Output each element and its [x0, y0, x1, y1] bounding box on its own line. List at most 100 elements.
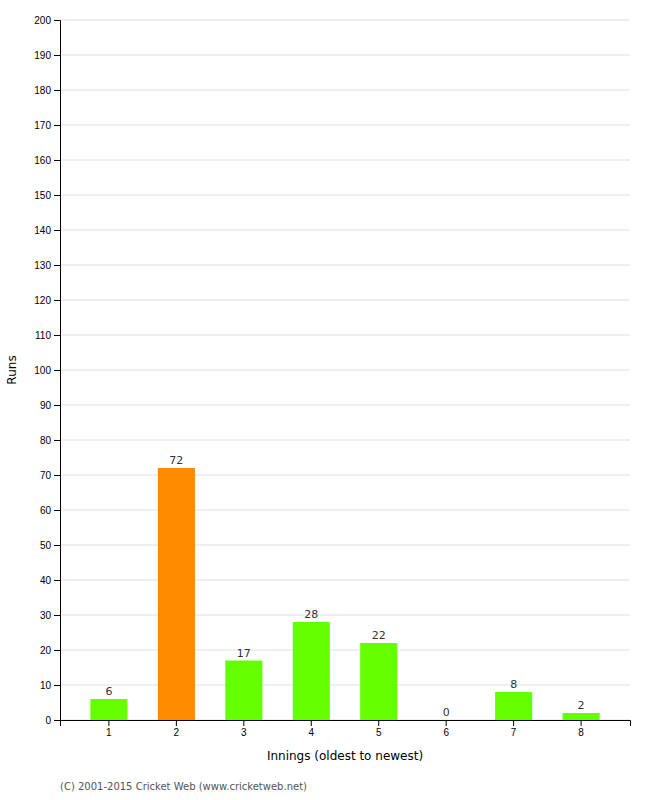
y-tick: 160: [34, 155, 60, 166]
y-tick-mark: [54, 300, 60, 301]
y-tick-label: 90: [40, 400, 52, 411]
x-tick-mark: [311, 720, 312, 726]
y-tick-mark: [54, 125, 60, 126]
y-tick: 110: [35, 330, 60, 341]
x-tick-mark: [378, 720, 379, 726]
y-tick-label: 20: [40, 645, 52, 656]
bar: [428, 720, 465, 721]
y-tick-mark: [54, 230, 60, 231]
y-tick: 90: [40, 400, 60, 411]
grid-line: [60, 90, 630, 91]
y-tick-mark: [54, 370, 60, 371]
x-tick-label: 2: [174, 727, 180, 738]
y-tick: 200: [34, 15, 60, 26]
grid-line: [60, 20, 630, 21]
grid-line: [60, 160, 630, 161]
grid-line: [60, 335, 630, 336]
y-tick: 190: [34, 50, 60, 61]
x-tick: 6: [443, 720, 449, 738]
y-tick-mark: [54, 195, 60, 196]
x-axis-line: [61, 721, 631, 727]
data-label: 2: [578, 699, 585, 712]
grid-line: [60, 300, 630, 301]
x-axis: 12345678: [61, 720, 631, 738]
plot: 6721728220821234567801020304050607080901…: [34, 15, 630, 738]
y-tick-mark: [54, 510, 60, 511]
y-tick-label: 130: [34, 260, 51, 271]
x-tick-label: 5: [376, 727, 382, 738]
y-tick-label: 10: [40, 680, 52, 691]
y-tick-label: 50: [40, 540, 52, 551]
y-tick-label: 100: [34, 365, 51, 376]
grid-line: [60, 125, 630, 126]
x-tick: 2: [174, 720, 180, 738]
y-tick-mark: [54, 475, 60, 476]
grid-line: [60, 440, 630, 441]
x-tick: 1: [106, 720, 112, 738]
bar: [158, 468, 195, 720]
x-tick-label: 7: [511, 727, 517, 738]
y-tick-mark: [54, 650, 60, 651]
y-tick-label: 0: [45, 715, 51, 726]
data-labels: 672172822082: [105, 454, 584, 719]
x-tick-label: 3: [241, 727, 247, 738]
y-tick: 40: [40, 575, 60, 586]
y-tick-mark: [54, 335, 60, 336]
y-tick-mark: [54, 90, 60, 91]
bar: [360, 643, 397, 720]
y-tick: 130: [34, 260, 60, 271]
y-tick: 100: [34, 365, 60, 376]
data-label: 8: [510, 678, 517, 691]
x-tick-label: 1: [106, 727, 112, 738]
y-tick: 170: [34, 120, 60, 131]
y-tick-label: 200: [34, 15, 51, 26]
y-tick-label: 170: [34, 120, 51, 131]
data-label: 22: [372, 629, 386, 642]
y-axis-line: [54, 21, 61, 721]
x-tick-mark: [581, 720, 582, 726]
grid-line: [60, 615, 630, 616]
y-tick: 60: [40, 505, 60, 516]
grid-line: [60, 55, 630, 56]
bar: [90, 699, 127, 720]
y-tick-mark: [54, 720, 60, 721]
bar: [495, 692, 532, 720]
y-tick-label: 80: [40, 435, 52, 446]
footer: (C) 2001-2015 Cricket Web (www.cricketwe…: [60, 781, 307, 792]
y-tick: 10: [40, 680, 60, 691]
y-tick: 140: [34, 225, 60, 236]
grid-line: [60, 265, 630, 266]
y-axis: 0102030405060708090100110120130140150160…: [34, 15, 60, 726]
y-tick: 50: [40, 540, 60, 551]
x-tick-label: 6: [443, 727, 449, 738]
y-tick-label: 110: [35, 330, 51, 341]
y-tick: 30: [40, 610, 60, 621]
y-tick-mark: [54, 265, 60, 266]
data-label: 6: [105, 685, 112, 698]
y-tick: 0: [45, 715, 60, 726]
y-tick-mark: [54, 55, 60, 56]
grid-line: [60, 545, 630, 546]
x-tick-mark: [176, 720, 177, 726]
grid-line: [60, 195, 630, 196]
data-label: 72: [169, 454, 183, 467]
bar: [563, 713, 600, 720]
x-tick-mark: [513, 720, 514, 726]
x-tick: 5: [376, 720, 382, 738]
y-tick-mark: [54, 440, 60, 441]
x-tick: 7: [511, 720, 517, 738]
x-axis-title: Innings (oldest to newest): [267, 749, 423, 763]
y-tick-mark: [54, 545, 60, 546]
y-tick: 180: [34, 85, 60, 96]
x-tick: 3: [241, 720, 247, 738]
y-tick-mark: [54, 160, 60, 161]
y-tick: 80: [40, 435, 60, 446]
grid-line: [60, 370, 630, 371]
grid: [60, 20, 630, 720]
y-tick-mark: [54, 405, 60, 406]
x-tick-mark: [108, 720, 109, 726]
y-tick-mark: [54, 685, 60, 686]
grid-line: [60, 475, 630, 476]
y-tick-label: 140: [34, 225, 51, 236]
y-tick-label: 70: [40, 470, 52, 481]
